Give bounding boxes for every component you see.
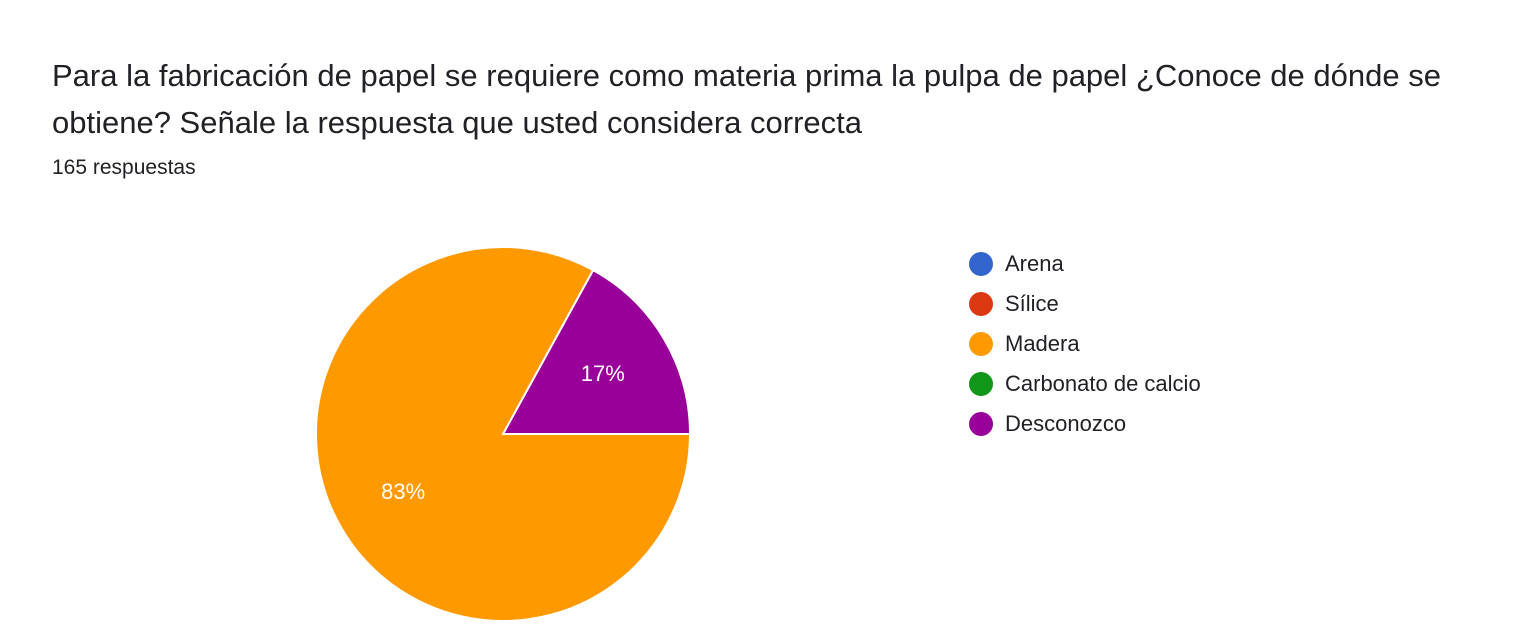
legend-label: Carbonato de calcio (1005, 371, 1201, 396)
response-count: 165 respuestas (52, 156, 196, 179)
legend-item-desconozco[interactable]: Desconozco (969, 404, 1201, 444)
legend-item-carbonato-de-calcio[interactable]: Carbonato de calcio (969, 364, 1201, 404)
legend-item-madera[interactable]: Madera (969, 324, 1201, 364)
legend-item-arena[interactable]: Arena (969, 244, 1201, 284)
legend-swatch-icon (969, 292, 993, 316)
legend-swatch-icon (969, 332, 993, 356)
legend-item-silice[interactable]: Sílice (969, 284, 1201, 324)
legend-label: Madera (1005, 331, 1080, 356)
legend-swatch-icon (969, 372, 993, 396)
pie-slice-madera[interactable] (315, 246, 692, 622)
legend-label: Sílice (1005, 291, 1059, 316)
slice-label-madera: 83% (381, 479, 425, 504)
question-title: Para la fabricación de papel se requiere… (52, 58, 1441, 140)
chart-legend: Arena Sílice Madera Carbonato de calcio Desc… (969, 244, 1201, 444)
legend-swatch-icon (969, 412, 993, 436)
pie-slice-desconozco[interactable] (501, 268, 692, 435)
slice-label-desconozco: 17% (581, 361, 625, 386)
legend-label: Desconozco (1005, 411, 1127, 436)
legend-label: Arena (1005, 251, 1064, 276)
legend-swatch-icon (969, 252, 993, 276)
